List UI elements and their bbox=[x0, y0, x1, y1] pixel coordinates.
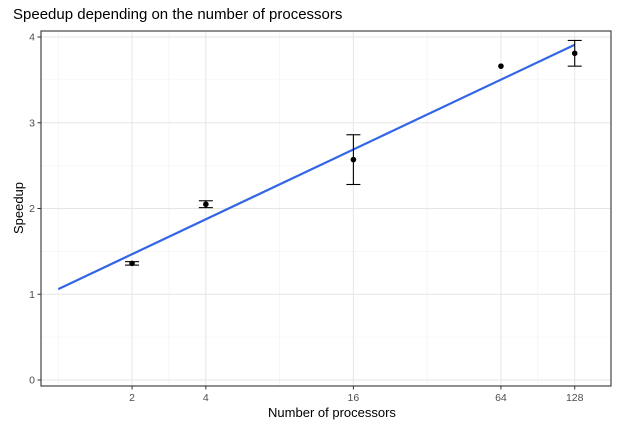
x-axis-title: Number of processors bbox=[268, 405, 396, 420]
x-axis: 2 4 16 64 128 bbox=[129, 386, 584, 404]
y-tick-label: 0 bbox=[29, 375, 35, 387]
y-tick-label: 1 bbox=[29, 289, 35, 301]
data-point bbox=[129, 260, 135, 267]
y-tick-label: 4 bbox=[29, 32, 35, 44]
chart-marks bbox=[57, 39, 582, 291]
y-tick-label: 3 bbox=[29, 117, 35, 129]
chart-title: Speedup depending on the number of proce… bbox=[13, 6, 342, 23]
data-point bbox=[498, 63, 504, 69]
x-tick-label: 16 bbox=[348, 392, 360, 404]
data-point bbox=[203, 201, 209, 208]
grid bbox=[41, 31, 611, 386]
y-tick-label: 2 bbox=[29, 203, 35, 215]
x-tick-label: 128 bbox=[566, 392, 584, 404]
x-tick-label: 64 bbox=[495, 392, 507, 404]
x-tick-label: 4 bbox=[203, 392, 209, 404]
y-axis: 0 1 2 3 4 bbox=[29, 32, 41, 387]
data-point bbox=[350, 156, 357, 163]
data-point bbox=[571, 50, 578, 57]
y-axis-title: Speedup bbox=[11, 182, 26, 234]
fit-line bbox=[57, 43, 576, 291]
x-tick-label: 2 bbox=[129, 392, 135, 404]
